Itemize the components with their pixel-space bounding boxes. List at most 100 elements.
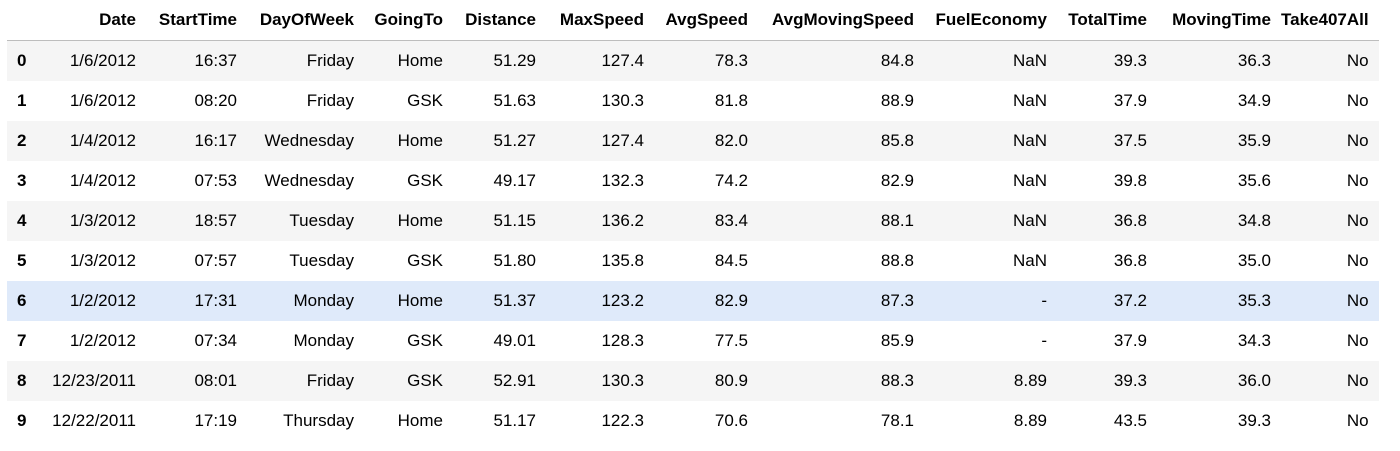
table-row: 6 1/2/2012 17:31 Monday Home 51.37 123.2 82.9 87…	[7, 280, 1379, 321]
table-row: 0 1/6/2012 16:37 Friday Home 51.29 127.4 78.3 84…	[7, 40, 1379, 81]
cell-avgmovingspeed: 88.9	[880, 90, 914, 110]
cell-starttime: 07:34	[194, 330, 237, 350]
cell-take407all: No	[1346, 210, 1369, 230]
row-index: 4	[17, 210, 27, 230]
row-index: 5	[17, 250, 27, 270]
cell-dayofweek: Monday	[293, 290, 354, 310]
cell-maxspeed: 127.4	[601, 50, 644, 70]
cell-movingtime: 36.3	[1237, 50, 1271, 70]
cell-movingtime: 34.3	[1237, 330, 1271, 350]
column-header-totaltime: TotalTime	[1057, 0, 1157, 41]
cell-avgmovingspeed: 84.8	[880, 50, 914, 70]
cell-goingto: GSK	[407, 330, 443, 350]
cell-avgmovingspeed: 88.8	[880, 250, 914, 270]
cell-take407all: No	[1346, 50, 1369, 70]
cell-fueleconomy: 8.89	[1013, 410, 1047, 430]
cell-starttime: 18:57	[194, 210, 237, 230]
cell-totaltime: 36.8	[1113, 210, 1147, 230]
cell-goingto: Home	[397, 410, 443, 430]
cell-date: 12/23/2011	[52, 370, 136, 390]
index-header	[7, 0, 45, 41]
column-header-goingto: GoingTo	[364, 0, 453, 41]
cell-date: 1/6/2012	[69, 90, 136, 110]
cell-avgmovingspeed: 88.3	[880, 370, 914, 390]
cell-totaltime: 37.9	[1113, 90, 1147, 110]
column-header-date: Date	[45, 0, 146, 41]
cell-totaltime: 39.3	[1113, 370, 1147, 390]
cell-totaltime: 43.5	[1113, 410, 1147, 430]
cell-fueleconomy: NaN	[1012, 90, 1047, 110]
table-row: 1 1/6/2012 08:20 Friday GSK 51.63 130.3 81.8 88.…	[7, 81, 1379, 121]
cell-dayofweek: Wednesday	[264, 170, 354, 190]
cell-movingtime: 34.9	[1237, 90, 1271, 110]
cell-goingto: Home	[397, 130, 443, 150]
cell-date: 1/3/2012	[69, 210, 136, 230]
cell-starttime: 07:53	[194, 170, 237, 190]
cell-avgspeed: 84.5	[714, 250, 748, 270]
cell-avgmovingspeed: 87.3	[880, 290, 914, 310]
cell-totaltime: 37.5	[1113, 130, 1147, 150]
cell-distance: 52.91	[493, 370, 536, 390]
row-index: 1	[17, 90, 27, 110]
cell-maxspeed: 130.3	[601, 90, 644, 110]
cell-dayofweek: Friday	[306, 50, 354, 70]
row-index: 6	[17, 290, 27, 310]
table-header: Date StartTime DayOfWeek GoingTo Distance Max…	[7, 0, 1379, 41]
cell-distance: 51.15	[493, 210, 536, 230]
cell-starttime: 08:20	[194, 90, 237, 110]
cell-starttime: 17:19	[194, 410, 237, 430]
cell-maxspeed: 128.3	[601, 330, 644, 350]
cell-starttime: 16:37	[194, 50, 237, 70]
cell-maxspeed: 130.3	[601, 370, 644, 390]
row-index: 0	[17, 50, 27, 70]
cell-totaltime: 36.8	[1113, 250, 1147, 270]
cell-totaltime: 37.9	[1113, 330, 1147, 350]
cell-avgmovingspeed: 88.1	[880, 210, 914, 230]
cell-movingtime: 35.0	[1237, 250, 1271, 270]
cell-avgmovingspeed: 78.1	[880, 410, 914, 430]
cell-distance: 51.63	[493, 90, 536, 110]
column-header-take407all: Take407All	[1281, 0, 1379, 41]
header-row: Date StartTime DayOfWeek GoingTo Distance Max…	[7, 0, 1379, 41]
cell-avgspeed: 70.6	[714, 410, 748, 430]
cell-maxspeed: 136.2	[601, 210, 644, 230]
data-table: Date StartTime DayOfWeek GoingTo Distance Max…	[7, 0, 1379, 441]
cell-distance: 49.01	[493, 330, 536, 350]
cell-avgspeed: 81.8	[714, 90, 748, 110]
cell-fueleconomy: NaN	[1012, 50, 1047, 70]
cell-distance: 51.29	[493, 50, 536, 70]
cell-fueleconomy: 8.89	[1013, 370, 1047, 390]
column-header-avgmovingspeed: AvgMovingSpeed	[758, 0, 924, 41]
cell-dayofweek: Friday	[306, 90, 354, 110]
cell-fueleconomy: NaN	[1012, 250, 1047, 270]
cell-date: 1/2/2012	[69, 330, 136, 350]
cell-distance: 51.27	[493, 130, 536, 150]
column-header-distance: Distance	[453, 0, 546, 41]
cell-maxspeed: 123.2	[601, 290, 644, 310]
cell-avgspeed: 78.3	[714, 50, 748, 70]
cell-take407all: No	[1346, 290, 1369, 310]
cell-avgmovingspeed: 85.9	[880, 330, 914, 350]
cell-maxspeed: 127.4	[601, 130, 644, 150]
row-index: 8	[17, 370, 27, 390]
column-header-maxspeed: MaxSpeed	[546, 0, 654, 41]
cell-dayofweek: Tuesday	[289, 250, 354, 270]
cell-maxspeed: 122.3	[601, 410, 644, 430]
cell-maxspeed: 132.3	[601, 170, 644, 190]
cell-starttime: 08:01	[194, 370, 237, 390]
cell-maxspeed: 135.8	[601, 250, 644, 270]
cell-totaltime: 39.8	[1113, 170, 1147, 190]
cell-avgspeed: 82.0	[714, 130, 748, 150]
cell-starttime: 17:31	[194, 290, 237, 310]
column-header-dayofweek: DayOfWeek	[247, 0, 364, 41]
cell-take407all: No	[1346, 130, 1369, 150]
cell-take407all: No	[1346, 170, 1369, 190]
cell-distance: 49.17	[493, 170, 536, 190]
table-row: 5 1/3/2012 07:57 Tuesday GSK 51.80 135.8 84.5 88…	[7, 241, 1379, 281]
cell-goingto: Home	[397, 290, 443, 310]
cell-date: 12/22/2011	[52, 410, 136, 430]
cell-movingtime: 35.9	[1237, 130, 1271, 150]
cell-fueleconomy: NaN	[1012, 210, 1047, 230]
row-index: 9	[17, 410, 27, 430]
